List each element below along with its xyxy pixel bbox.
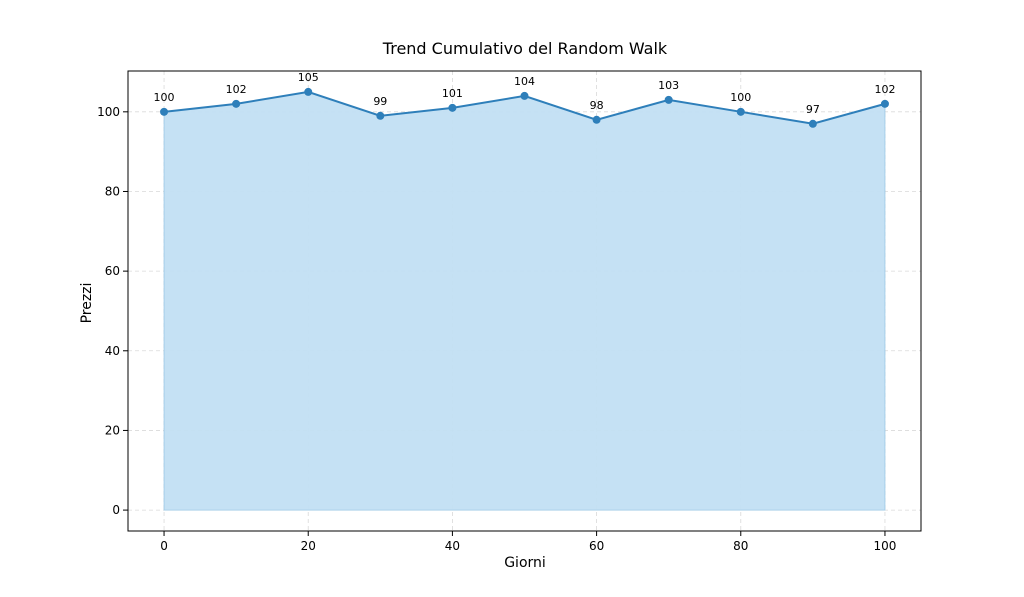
y-tick-label: 20 [105,423,120,437]
data-label: 100 [730,91,751,104]
data-point [736,107,745,116]
y-tick-label: 0 [112,503,120,517]
chart-title: Trend Cumulativo del Random Walk [382,39,668,58]
y-tick-label: 80 [105,184,120,198]
data-point [880,99,889,108]
data-point [520,91,529,100]
data-point [304,87,313,96]
data-label: 101 [442,87,463,100]
y-tick-label: 100 [97,105,120,119]
y-tick-label: 60 [105,264,120,278]
plot-area: 100 102 105 99 101 104 98 103 100 97 102 0 20 40 60 80 1… [97,70,922,553]
y-axis-label: Prezzi [79,283,95,324]
data-label: 97 [806,103,820,116]
y-tick-label: 40 [105,344,120,358]
x-tick-label: 100 [874,539,897,553]
axes-frame [127,70,922,532]
data-label: 103 [658,79,679,92]
x-tick-label: 60 [589,539,604,553]
area-fill [163,91,886,511]
data-point [664,95,673,104]
data-label: 100 [154,91,175,104]
x-tick-label: 0 [160,539,168,553]
data-label: 98 [590,99,604,112]
data-point [376,111,385,120]
data-label: 102 [226,83,247,96]
x-tick-label: 80 [733,539,748,553]
data-label: 99 [373,95,387,108]
data-point [160,107,169,116]
data-point [592,115,601,124]
data-point [448,103,457,112]
data-point [232,99,241,108]
x-tick-label: 20 [301,539,316,553]
data-point [808,119,817,128]
data-label: 105 [298,71,319,84]
data-label: 104 [514,75,535,88]
x-axis-label: Giorni [504,555,546,571]
data-label: 102 [874,83,895,96]
x-tick-label: 40 [445,539,460,553]
